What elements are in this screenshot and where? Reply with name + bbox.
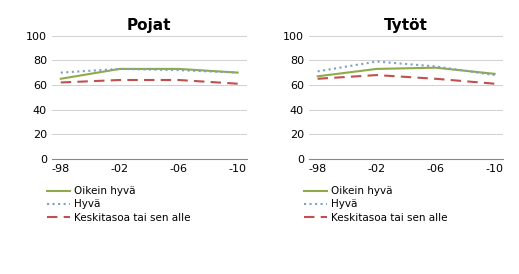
Legend: Oikein hyvä, Hyvä, Keskitasoa tai sen alle: Oikein hyvä, Hyvä, Keskitasoa tai sen al… — [47, 186, 191, 222]
Title: Pojat: Pojat — [127, 18, 171, 33]
Legend: Oikein hyvä, Hyvä, Keskitasoa tai sen alle: Oikein hyvä, Hyvä, Keskitasoa tai sen al… — [304, 186, 448, 222]
Title: Tytöt: Tytöt — [384, 18, 428, 33]
